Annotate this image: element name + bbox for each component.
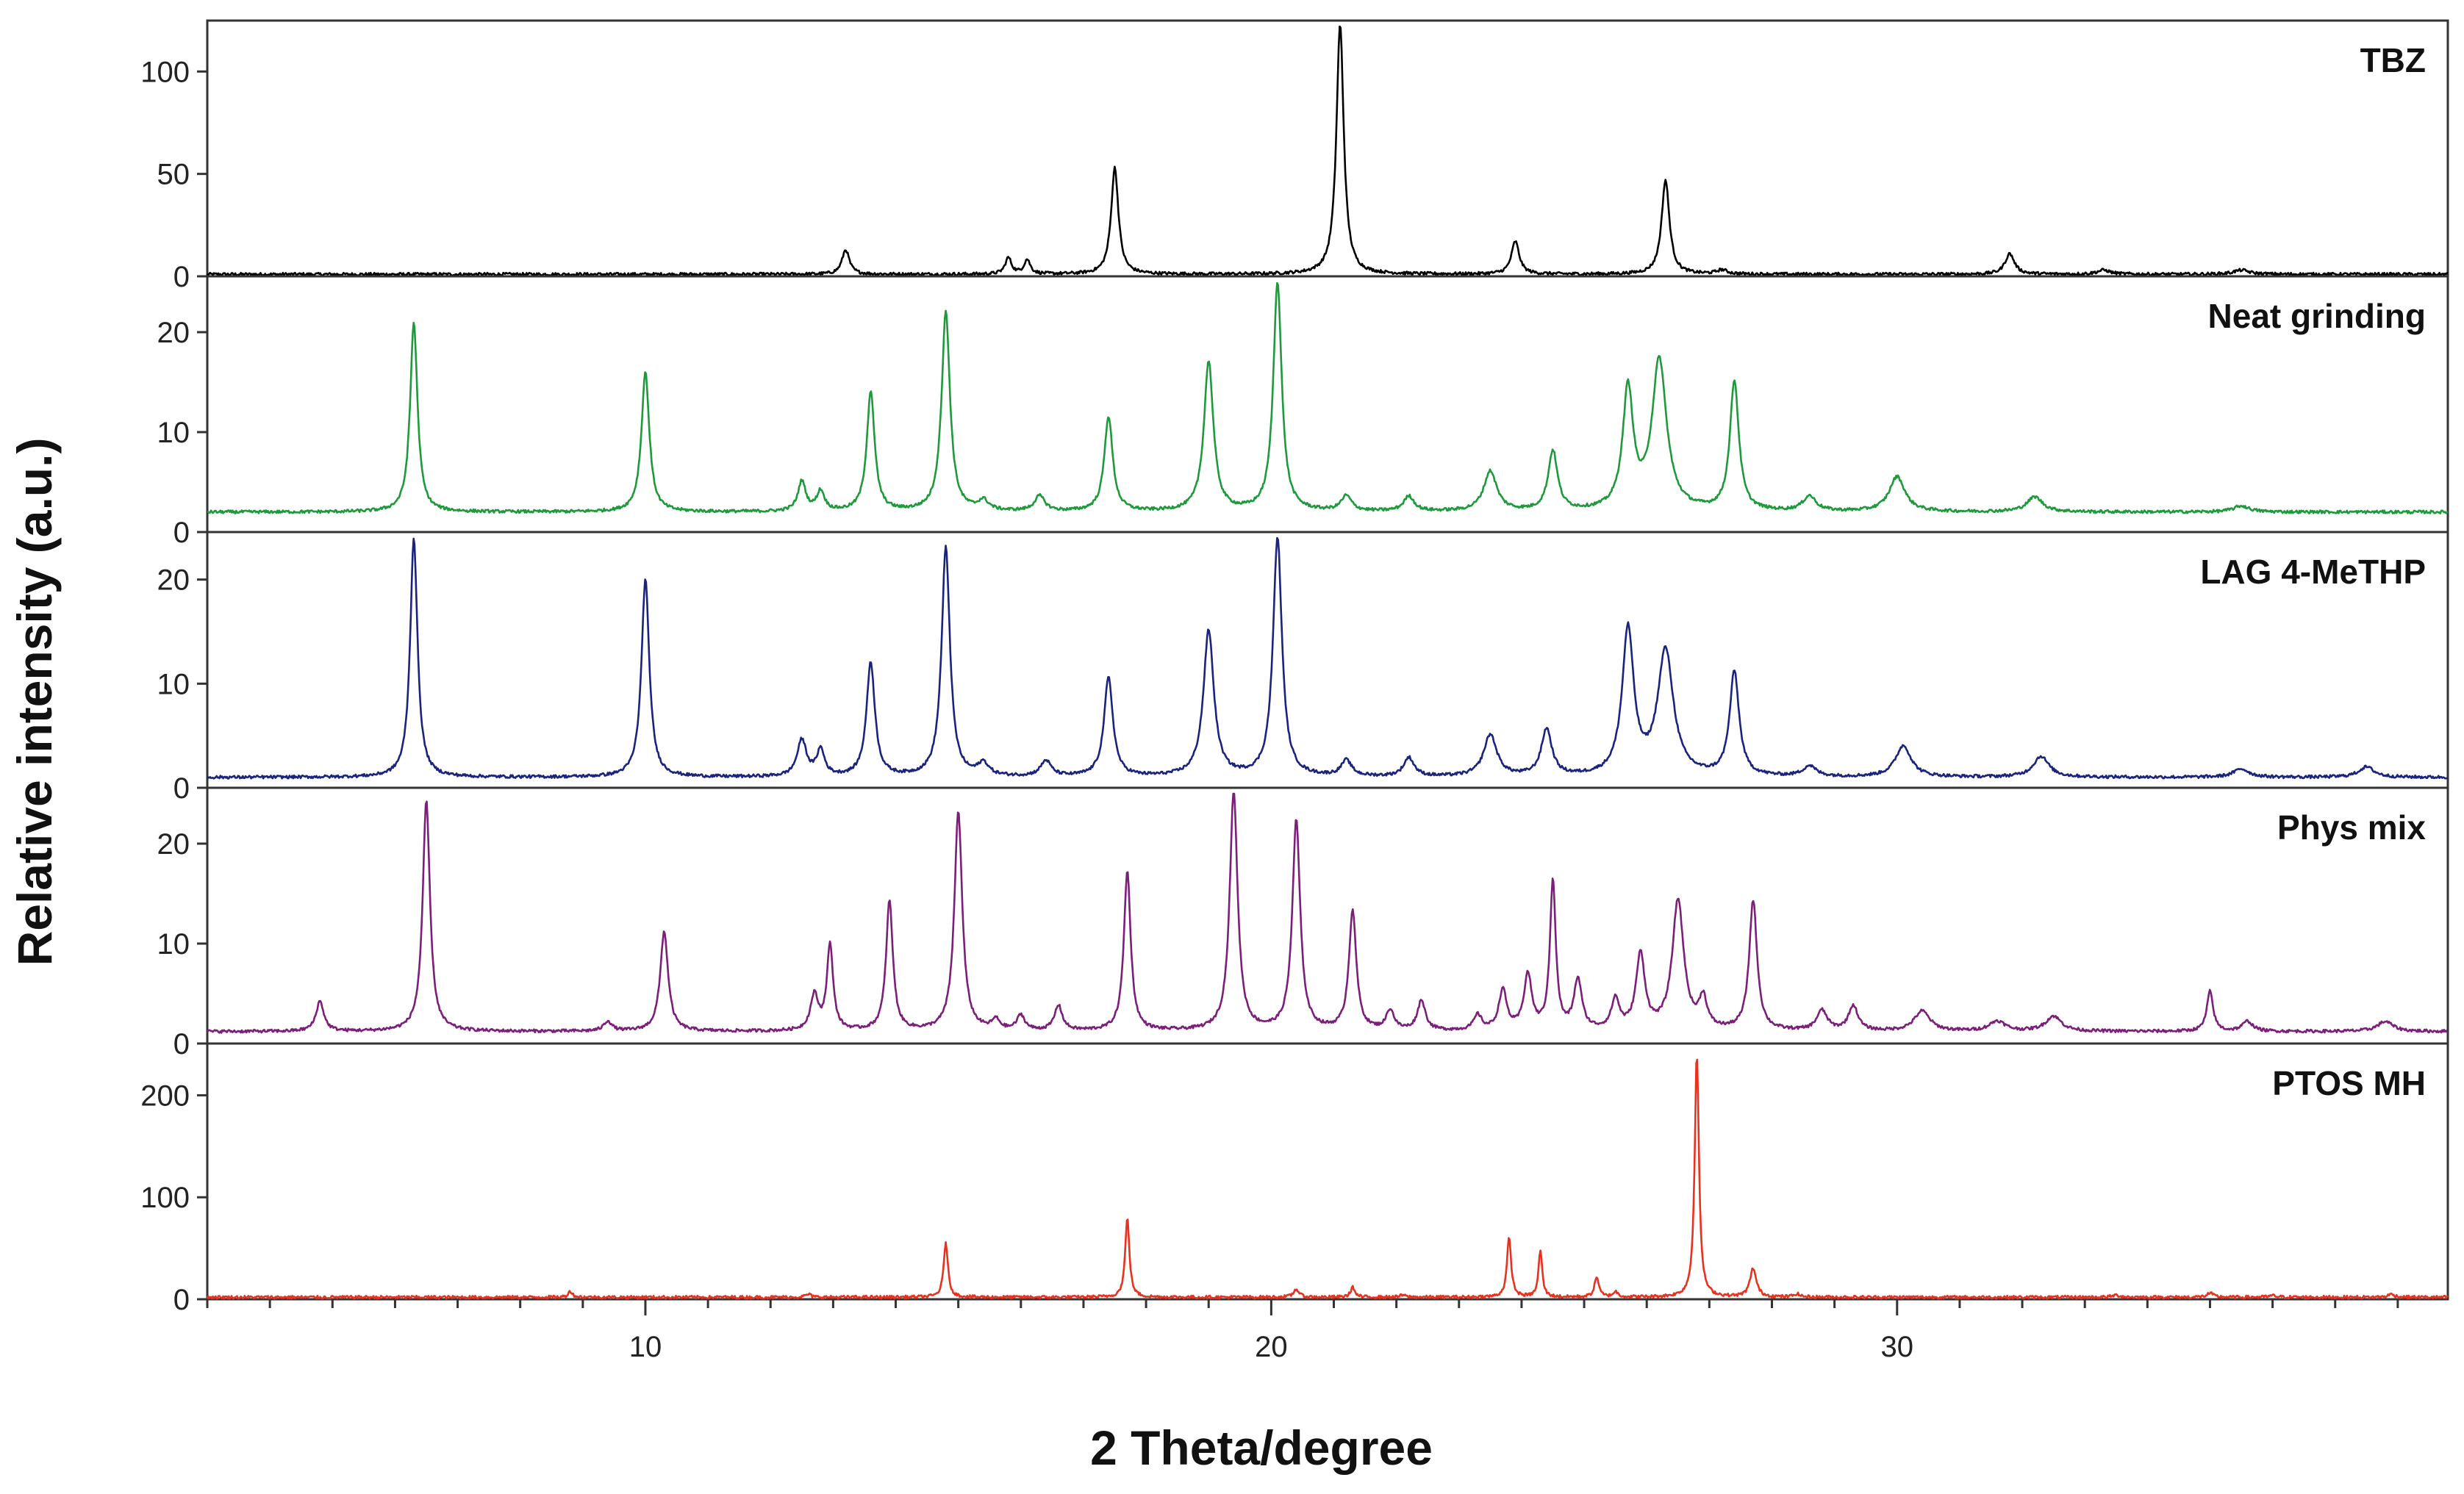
y-tick-label-lag-4-methp: 10 <box>157 668 190 700</box>
y-tick-label-lag-4-methp: 20 <box>157 564 190 597</box>
series-label-neat-grinding: Neat grinding <box>2208 297 2426 335</box>
y-tick-label-tbz: 100 <box>140 56 190 88</box>
y-tick-label-ptos-mh: 200 <box>140 1080 190 1112</box>
panel-lag-4-methp: 0 10 20 LAG 4-MeTHP <box>157 531 2449 805</box>
series-line-phys-mix <box>206 792 2449 1034</box>
y-tick-label-phys-mix: 20 <box>157 828 190 861</box>
y-tick-label-tbz: 50 <box>157 159 190 191</box>
y-tick-label-phys-mix: 10 <box>157 928 190 960</box>
y-tick-label-ptos-mh: 0 <box>173 1284 190 1316</box>
y-axis-title: Relative intensity (a.u.) <box>7 438 62 966</box>
series-label-tbz: TBZ <box>2360 41 2426 79</box>
panel-frame-ptos-mh <box>206 1042 2449 1301</box>
panel-frame-neat-grinding <box>206 275 2449 534</box>
series-line-ptos-mh <box>206 1058 2449 1300</box>
y-tick-label-neat-grinding: 20 <box>157 317 190 349</box>
series-label-lag-4-methp: LAG 4-MeTHP <box>2200 553 2426 591</box>
y-tick-label-neat-grinding: 0 <box>173 517 190 549</box>
series-line-lag-4-methp <box>207 536 2449 780</box>
x-tick-label: 30 <box>1881 1331 1914 1363</box>
panel-tbz: 0 50 100 TBZ <box>140 19 2449 293</box>
series-line-neat-grinding <box>207 281 2449 514</box>
y-tick-label-tbz: 0 <box>173 261 190 293</box>
y-tick-label-lag-4-methp: 0 <box>173 772 190 805</box>
panel-neat-grinding: 0 10 20 Neat grinding <box>157 275 2449 549</box>
x-tick-label: 10 <box>629 1331 662 1363</box>
y-tick-label-phys-mix: 0 <box>173 1028 190 1060</box>
x-axis-title: 2 Theta/degree <box>1090 1421 1433 1475</box>
x-tick-label: 20 <box>1255 1331 1288 1363</box>
series-label-phys-mix: Phys mix <box>2277 808 2426 847</box>
y-tick-label-neat-grinding: 10 <box>157 417 190 449</box>
x-axis: 10 20 30 <box>206 1299 2399 1363</box>
panel-phys-mix: 0 10 20 Phys mix <box>157 786 2449 1060</box>
panel-frame-lag-4-methp <box>206 531 2449 789</box>
y-tick-label-ptos-mh: 100 <box>140 1182 190 1214</box>
panel-ptos-mh: 0 100 200 PTOS MH <box>140 1042 2449 1316</box>
panel-frame-tbz <box>206 19 2449 278</box>
panel-frame-phys-mix <box>206 786 2449 1045</box>
series-label-ptos-mh: PTOS MH <box>2272 1064 2426 1102</box>
series-line-tbz <box>207 25 2449 277</box>
